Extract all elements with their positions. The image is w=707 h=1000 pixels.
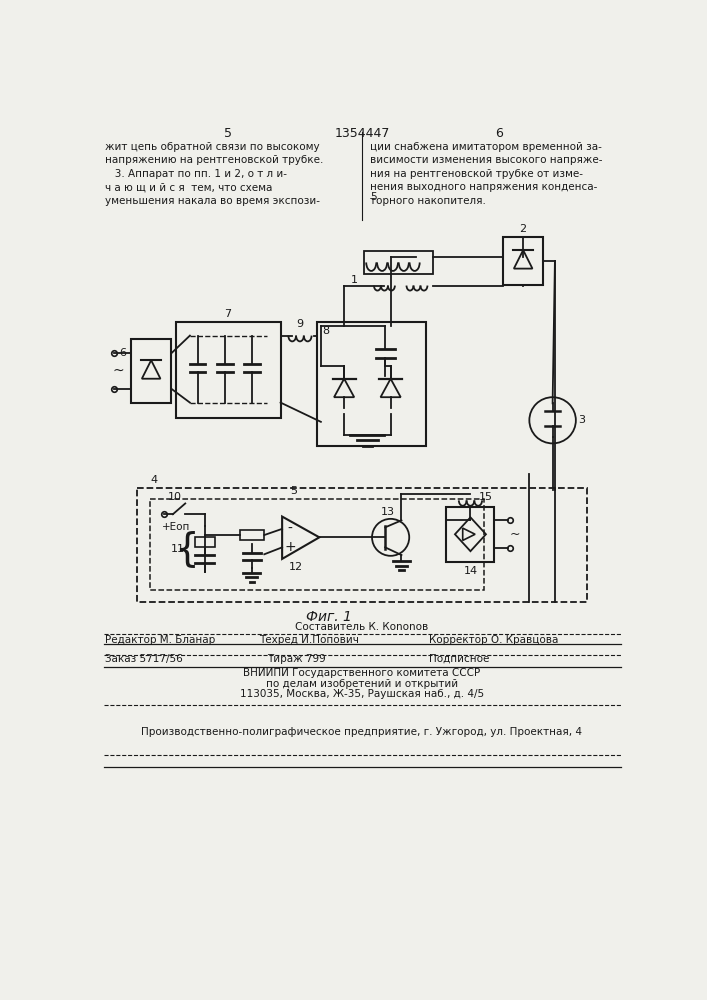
Text: 1354447: 1354447 xyxy=(334,127,390,140)
Text: Заказ 5717/56: Заказ 5717/56 xyxy=(105,654,183,664)
Bar xyxy=(446,507,494,562)
Text: жит цепь обратной связи по высокому
напряжению на рентгеновской трубке.
   3. Ап: жит цепь обратной связи по высокому напр… xyxy=(105,142,324,206)
Text: {: { xyxy=(174,530,199,568)
Text: Редактор М. Бланар: Редактор М. Бланар xyxy=(105,635,216,645)
Text: 8: 8 xyxy=(322,326,330,336)
Text: 11: 11 xyxy=(170,544,185,554)
Text: Фиг. 1: Фиг. 1 xyxy=(305,610,351,624)
Text: 7: 7 xyxy=(224,309,231,319)
Bar xyxy=(195,537,215,547)
Bar xyxy=(363,251,433,274)
Text: 113035, Москва, Ж-35, Раушская наб., д. 4/5: 113035, Москва, Ж-35, Раушская наб., д. … xyxy=(240,689,484,699)
Bar xyxy=(151,499,484,590)
Text: 12: 12 xyxy=(289,562,303,572)
Text: Подписное: Подписное xyxy=(429,654,490,664)
Text: -: - xyxy=(288,522,292,536)
Text: 4: 4 xyxy=(151,475,158,485)
Text: 13: 13 xyxy=(381,507,395,517)
Bar xyxy=(137,488,587,602)
Text: 2: 2 xyxy=(520,224,527,234)
Bar xyxy=(317,322,426,446)
Text: 5: 5 xyxy=(224,127,232,140)
Bar xyxy=(176,322,281,418)
Text: по делам изобретений и открытий: по делам изобретений и открытий xyxy=(266,679,458,689)
Text: ВНИИПИ Государственного комитета СССР: ВНИИПИ Государственного комитета СССР xyxy=(243,668,481,678)
Text: Тираж 799: Тираж 799 xyxy=(267,654,325,664)
Bar xyxy=(131,339,171,403)
Text: 5: 5 xyxy=(370,192,377,202)
Text: 6: 6 xyxy=(119,348,127,358)
Text: 15: 15 xyxy=(479,492,493,502)
Text: ции снабжена имитатором временной за-
висимости изменения высокого напряже-
ния : ции снабжена имитатором временной за- ви… xyxy=(370,142,602,206)
Text: ~: ~ xyxy=(509,528,520,541)
Text: Техред И.Попович: Техред И.Попович xyxy=(259,635,358,645)
Text: 1: 1 xyxy=(351,275,358,285)
Bar xyxy=(503,237,543,285)
Text: 14: 14 xyxy=(463,566,477,576)
Text: ~: ~ xyxy=(112,364,124,378)
Text: +: + xyxy=(284,540,296,554)
Text: 6: 6 xyxy=(495,127,503,140)
Bar xyxy=(240,530,264,540)
Text: Производственно-полиграфическое предприятие, г. Ужгород, ул. Проектная, 4: Производственно-полиграфическое предприя… xyxy=(141,727,583,737)
Text: +Eоп: +Eоп xyxy=(162,522,190,532)
Text: 5: 5 xyxy=(291,486,297,496)
Text: Составитель К. Кononов: Составитель К. Кononов xyxy=(296,622,428,632)
Text: 10: 10 xyxy=(168,492,182,502)
Text: 9: 9 xyxy=(296,319,303,329)
Text: Корректор О. Кравцова: Корректор О. Кравцова xyxy=(429,635,559,645)
Text: 3: 3 xyxy=(578,415,585,425)
